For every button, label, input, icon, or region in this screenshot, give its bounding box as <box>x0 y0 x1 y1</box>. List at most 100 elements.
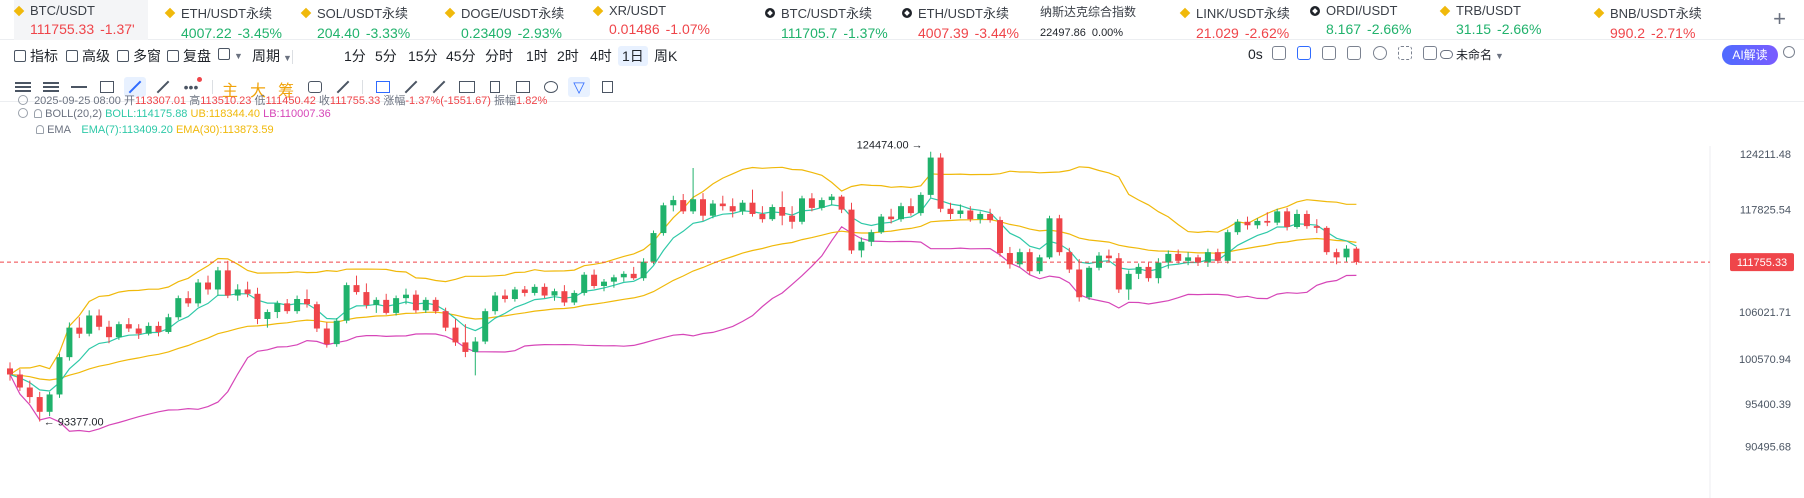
candle-body[interactable] <box>205 282 211 290</box>
ticker-item[interactable]: ETH/USDT永续 4007.39 -3.44% <box>902 0 1032 41</box>
candle-body[interactable] <box>1313 226 1320 228</box>
candle-body[interactable] <box>521 289 528 293</box>
crop-icon[interactable] <box>1322 46 1336 60</box>
ticker-item[interactable]: TRB/USDT 31.15 -2.66% <box>1439 0 1586 40</box>
candle-body[interactable] <box>967 210 974 220</box>
tab-interval[interactable]: 周K <box>654 48 678 64</box>
candle-body[interactable] <box>86 315 93 334</box>
replay-button[interactable]: 复盘 <box>167 46 211 66</box>
candle-body[interactable] <box>957 210 964 214</box>
candle-body[interactable] <box>571 292 578 303</box>
bell-icon[interactable] <box>36 125 44 134</box>
candle-body[interactable] <box>36 397 43 412</box>
tab-interval[interactable]: 1日 <box>618 46 648 66</box>
candle-body[interactable] <box>224 270 231 296</box>
edit-note-icon[interactable] <box>512 77 534 97</box>
candle-body[interactable] <box>1175 253 1182 261</box>
candle-body[interactable] <box>749 202 756 214</box>
candle-body[interactable] <box>1234 221 1241 233</box>
large-order-button[interactable]: 大 <box>250 83 267 100</box>
candle-body[interactable] <box>1036 257 1043 272</box>
candle-body[interactable] <box>838 196 845 210</box>
candle-body[interactable] <box>729 206 736 212</box>
candle-body[interactable] <box>115 324 122 338</box>
candle-body[interactable] <box>452 327 459 343</box>
camera-icon[interactable] <box>1272 46 1286 60</box>
candle-body[interactable] <box>214 270 221 290</box>
candle-body[interactable] <box>412 294 419 311</box>
gear-icon[interactable] <box>1373 46 1387 60</box>
candle-body[interactable] <box>432 299 439 312</box>
candle-body[interactable] <box>353 285 360 293</box>
trash-icon[interactable] <box>596 77 618 97</box>
ticker-item[interactable]: BTC/USDT 111755.33 -1.37' <box>13 0 148 40</box>
candle-body[interactable] <box>363 292 370 306</box>
candle-body[interactable] <box>1066 252 1073 270</box>
candle-body[interactable] <box>254 293 261 319</box>
candle-body[interactable] <box>531 286 538 293</box>
ticker-item[interactable]: DOGE/USDT永续 0.23409 -2.93% <box>444 0 585 41</box>
tab-interval[interactable]: 1时 <box>526 48 548 64</box>
candle-body[interactable] <box>640 261 647 279</box>
candle-body[interactable] <box>591 274 598 286</box>
candle-body[interactable] <box>610 277 617 282</box>
candle-body[interactable] <box>1135 266 1142 274</box>
candle-body[interactable] <box>462 342 469 352</box>
ticker-item[interactable]: 纳斯达克综合指数 22497.86 0.00% <box>1040 0 1172 40</box>
ticker-item[interactable]: ORDI/USDT 8.167 -2.66% <box>1310 0 1432 40</box>
candle-body[interactable] <box>561 291 568 303</box>
candle-body[interactable] <box>383 299 390 313</box>
horizontal-ray-icon[interactable] <box>68 77 90 97</box>
candle-body[interactable] <box>1274 211 1281 223</box>
candle-body[interactable] <box>888 216 895 220</box>
candle-body[interactable] <box>779 207 786 216</box>
sync-icon[interactable] <box>304 77 326 97</box>
candle-body[interactable] <box>670 200 677 206</box>
advanced-button[interactable]: 高级 <box>66 46 110 66</box>
candle-body[interactable] <box>878 216 885 233</box>
candle-body[interactable] <box>917 194 924 214</box>
candle-body[interactable] <box>789 215 796 222</box>
candle-body[interactable] <box>541 286 548 296</box>
bell-icon[interactable] <box>34 109 43 118</box>
candle-body[interactable] <box>739 202 746 212</box>
candle-body[interactable] <box>680 200 687 212</box>
candle-body[interactable] <box>1105 255 1112 259</box>
candle-body[interactable] <box>403 294 409 299</box>
candle-body[interactable] <box>234 289 241 296</box>
share-icon[interactable] <box>1783 46 1795 58</box>
candle-body[interactable] <box>165 317 172 332</box>
candle-body[interactable] <box>601 281 607 286</box>
candle-body[interactable] <box>660 205 667 234</box>
period-dropdown[interactable]: 周期 ▼ <box>252 46 292 66</box>
candle-body[interactable] <box>1214 252 1221 261</box>
tab-interval[interactable]: 2时 <box>557 48 579 64</box>
candle-body[interactable] <box>818 200 825 208</box>
candle-body[interactable] <box>125 324 132 329</box>
candle-body[interactable] <box>1303 213 1310 227</box>
candle-body[interactable] <box>442 311 449 328</box>
candle-body[interactable] <box>1016 252 1023 265</box>
candle-body[interactable] <box>16 374 23 388</box>
candle-body[interactable] <box>373 299 380 306</box>
candle-body[interactable] <box>1244 221 1251 226</box>
candle-body[interactable] <box>947 208 954 214</box>
ticker-item[interactable]: BNB/USDT永续 990.2 -2.71% <box>1593 0 1744 41</box>
candle-body[interactable] <box>185 298 192 304</box>
candle-body[interactable] <box>1224 232 1231 261</box>
candle-body[interactable] <box>1165 253 1172 263</box>
calculator-icon[interactable] <box>1347 46 1361 60</box>
candle-body[interactable] <box>422 299 429 311</box>
candle-body[interactable] <box>1056 218 1063 253</box>
candle-body[interactable] <box>1125 273 1132 290</box>
candle-body[interactable] <box>393 298 400 313</box>
candle-body[interactable] <box>709 203 716 216</box>
tab-interval[interactable]: 1分 <box>344 48 366 64</box>
candle-body[interactable] <box>264 312 271 319</box>
candle-body[interactable] <box>492 295 499 312</box>
tab-interval[interactable]: 15分 <box>408 48 438 64</box>
add-ticker-button[interactable]: + <box>1773 6 1786 31</box>
candle-body[interactable] <box>511 289 518 300</box>
candle-body[interactable] <box>1145 266 1152 279</box>
